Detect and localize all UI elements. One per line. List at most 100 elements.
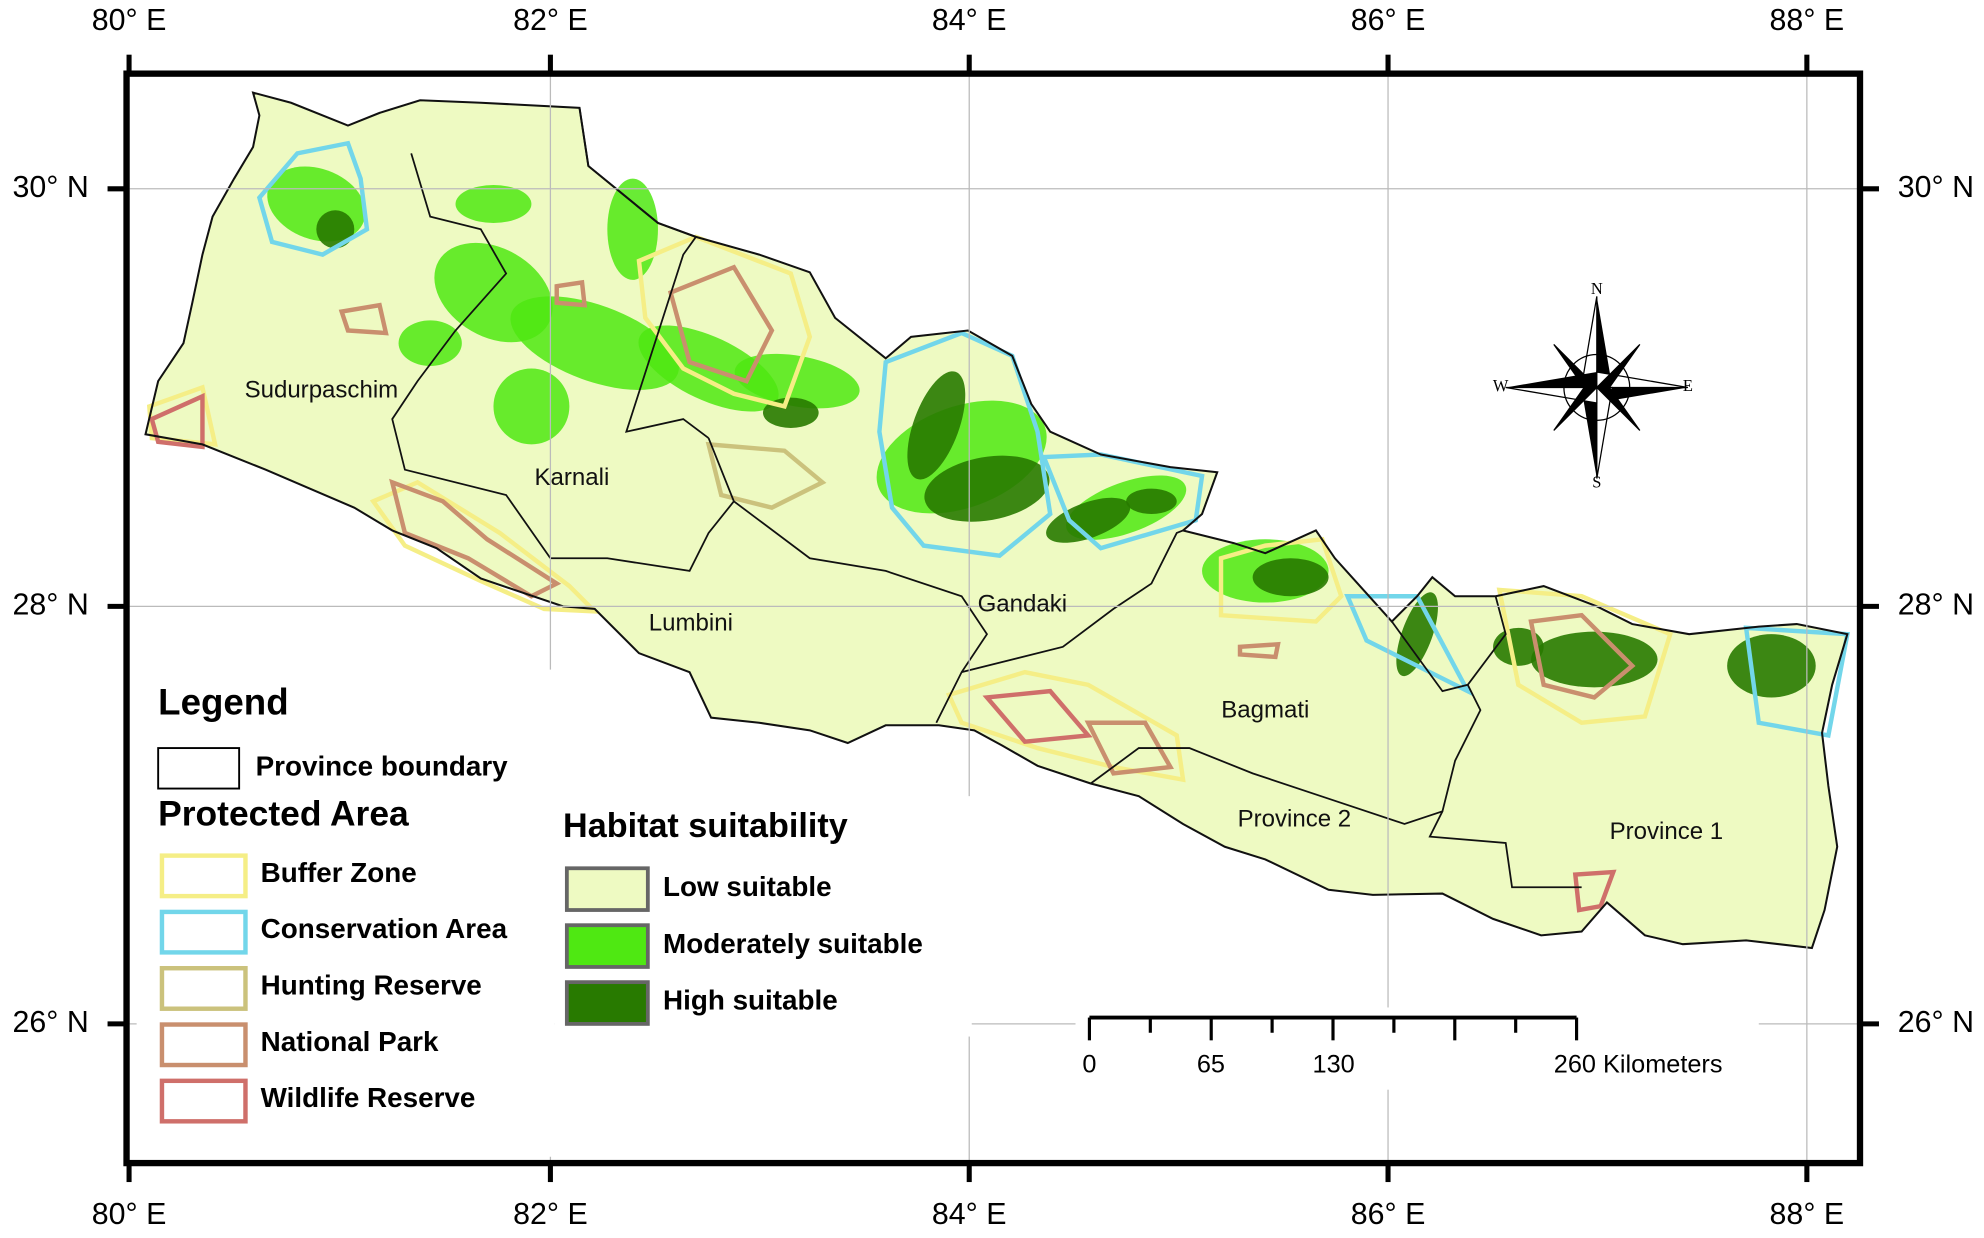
protected-area: [389, 478, 562, 599]
high-habitat: [1046, 497, 1131, 543]
compass-letter: E: [1683, 376, 1693, 395]
high-habitat: [1493, 627, 1544, 666]
legend-label: Conservation Area: [261, 913, 508, 944]
scale-label: 260 Kilometers: [1554, 1050, 1723, 1078]
latitude-label: 30° N: [1898, 171, 1974, 204]
protected-area: [1496, 587, 1673, 726]
legend-label: Moderately suitable: [663, 928, 923, 959]
protected-area: [338, 302, 389, 336]
legend-label: Low suitable: [663, 871, 832, 902]
high-habitat: [1252, 558, 1329, 597]
legend-label: Wildlife Reserve: [261, 1082, 476, 1113]
protected-area: [1572, 869, 1617, 913]
compass-point: [1505, 371, 1597, 388]
longitude-label: 84° E: [932, 1198, 1007, 1231]
compass-point: [1581, 387, 1597, 479]
protected-area: [1218, 536, 1344, 624]
province-boundary: [1391, 595, 1507, 693]
protected-area: [945, 669, 1186, 783]
high-habitat: [1727, 634, 1816, 698]
compass-point: [1596, 296, 1613, 388]
scale-label: 65: [1197, 1050, 1225, 1078]
legend-label: National Park: [261, 1026, 439, 1057]
province-boundary: [391, 153, 552, 559]
province-boundary: [1428, 810, 1582, 889]
legend-title: Legend: [158, 682, 288, 723]
moderate-habitat: [510, 296, 679, 390]
legend-label: High suitable: [663, 985, 838, 1016]
province-label: Lumbini: [649, 609, 733, 636]
protected-area: [877, 330, 1053, 559]
compass-letter: W: [1493, 376, 1509, 395]
province-boundary: [707, 437, 989, 724]
high-habitat: [924, 455, 1050, 522]
legend-label: Province boundary: [256, 751, 509, 782]
protected-area: [146, 384, 218, 447]
scale-label: 130: [1313, 1050, 1355, 1078]
compass-point: [1595, 386, 1641, 431]
longitude-label: 86° E: [1351, 1198, 1426, 1231]
high-habitat: [316, 210, 355, 249]
protected-area: [1743, 625, 1850, 738]
legend-swatch: [159, 966, 248, 1011]
protected-area: [982, 688, 1093, 745]
high-habitat: [1126, 488, 1177, 514]
protected-area: [1084, 720, 1175, 776]
legend-swatch: [159, 853, 248, 899]
moderate-habitat: [734, 353, 860, 409]
province-label: Province 2: [1238, 806, 1352, 833]
compass-point: [1553, 343, 1599, 389]
compass-point: [1596, 387, 1688, 403]
compass-ring: [1563, 353, 1631, 421]
scale-background: [1075, 1007, 1759, 1090]
province-boundary: [1090, 684, 1482, 825]
protected-area: [1528, 612, 1636, 700]
longitude-label: 88° E: [1770, 1198, 1845, 1231]
moderate-habitat: [398, 320, 462, 366]
compass-point: [1505, 386, 1598, 404]
province-label: Gandaki: [978, 590, 1068, 617]
protected-area: [1237, 641, 1281, 660]
legend-swatch: [159, 1022, 248, 1068]
latitude-label: 26° N: [12, 1006, 88, 1039]
province-label: Bagmati: [1221, 697, 1309, 724]
legend-swatch: [564, 923, 650, 969]
protected-area: [705, 441, 827, 510]
longitude-label: 84° E: [932, 4, 1007, 37]
legend-label: Buffer Zone: [261, 857, 417, 888]
protected-area: [256, 140, 370, 257]
latitude-label: 28° N: [12, 588, 88, 621]
scale-label: 0: [1082, 1050, 1096, 1078]
legend-label: Hunting Reserve: [261, 970, 482, 1001]
protected-area: [369, 479, 601, 614]
latitude-label: 30° N: [12, 171, 88, 204]
latitude-label: 28° N: [1898, 588, 1974, 621]
moderate-habitat: [493, 368, 570, 445]
protected-area: [1344, 594, 1473, 697]
legend-swatch: [564, 980, 650, 1026]
latitude-label: 26° N: [1898, 1006, 1974, 1039]
province-label: Sudurpaschim: [245, 377, 399, 404]
longitude-label: 86° E: [1351, 4, 1426, 37]
province-label: Province 1: [1610, 818, 1724, 845]
longitude-label: 88° E: [1770, 4, 1845, 37]
legend-subtitle: Protected Area: [158, 794, 409, 834]
compass-letter: N: [1591, 279, 1603, 298]
legend-subtitle: Habitat suitability: [563, 807, 848, 845]
protected-area: [554, 279, 588, 308]
high-habitat: [907, 371, 966, 480]
moderate-habitat: [607, 178, 658, 280]
legend-swatch: [157, 747, 241, 790]
protected-area: [667, 264, 775, 384]
moderate-habitat: [455, 185, 532, 223]
legend-swatch: [159, 1078, 248, 1124]
protected-area: [149, 392, 205, 450]
legend-swatch: [159, 909, 248, 955]
compass-letter: S: [1592, 472, 1601, 491]
country-outline: [144, 91, 1849, 950]
province-boundary: [550, 500, 735, 572]
longitude-label: 82° E: [513, 4, 588, 37]
longitude-label: 80° E: [92, 4, 167, 37]
